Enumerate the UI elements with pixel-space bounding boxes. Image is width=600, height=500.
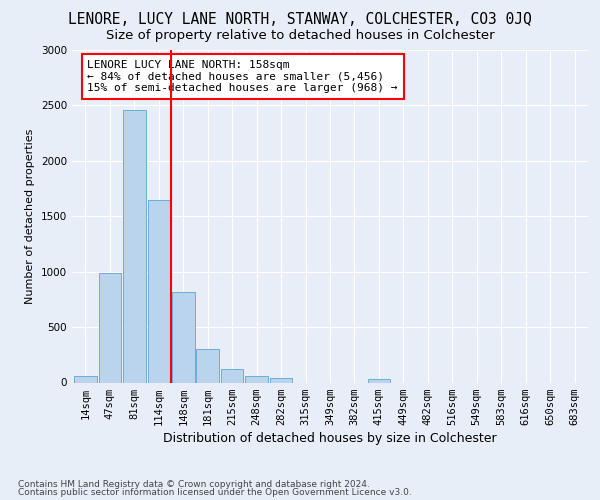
Y-axis label: Number of detached properties: Number of detached properties	[25, 128, 35, 304]
Bar	[172, 292, 194, 382]
Bar	[196, 349, 219, 382]
Text: LENORE, LUCY LANE NORTH, STANWAY, COLCHESTER, CO3 0JQ: LENORE, LUCY LANE NORTH, STANWAY, COLCHE…	[68, 12, 532, 28]
Text: LENORE LUCY LANE NORTH: 158sqm
← 84% of detached houses are smaller (5,456)
15% : LENORE LUCY LANE NORTH: 158sqm ← 84% of …	[88, 60, 398, 93]
Bar	[123, 110, 146, 382]
Bar	[368, 378, 390, 382]
Bar	[221, 369, 244, 382]
Text: Contains public sector information licensed under the Open Government Licence v3: Contains public sector information licen…	[18, 488, 412, 497]
Text: Contains HM Land Registry data © Crown copyright and database right 2024.: Contains HM Land Registry data © Crown c…	[18, 480, 370, 489]
Bar	[74, 376, 97, 382]
X-axis label: Distribution of detached houses by size in Colchester: Distribution of detached houses by size …	[163, 432, 497, 445]
Bar	[245, 376, 268, 382]
Text: Size of property relative to detached houses in Colchester: Size of property relative to detached ho…	[106, 29, 494, 42]
Bar	[148, 200, 170, 382]
Bar	[98, 273, 121, 382]
Bar	[270, 378, 292, 382]
